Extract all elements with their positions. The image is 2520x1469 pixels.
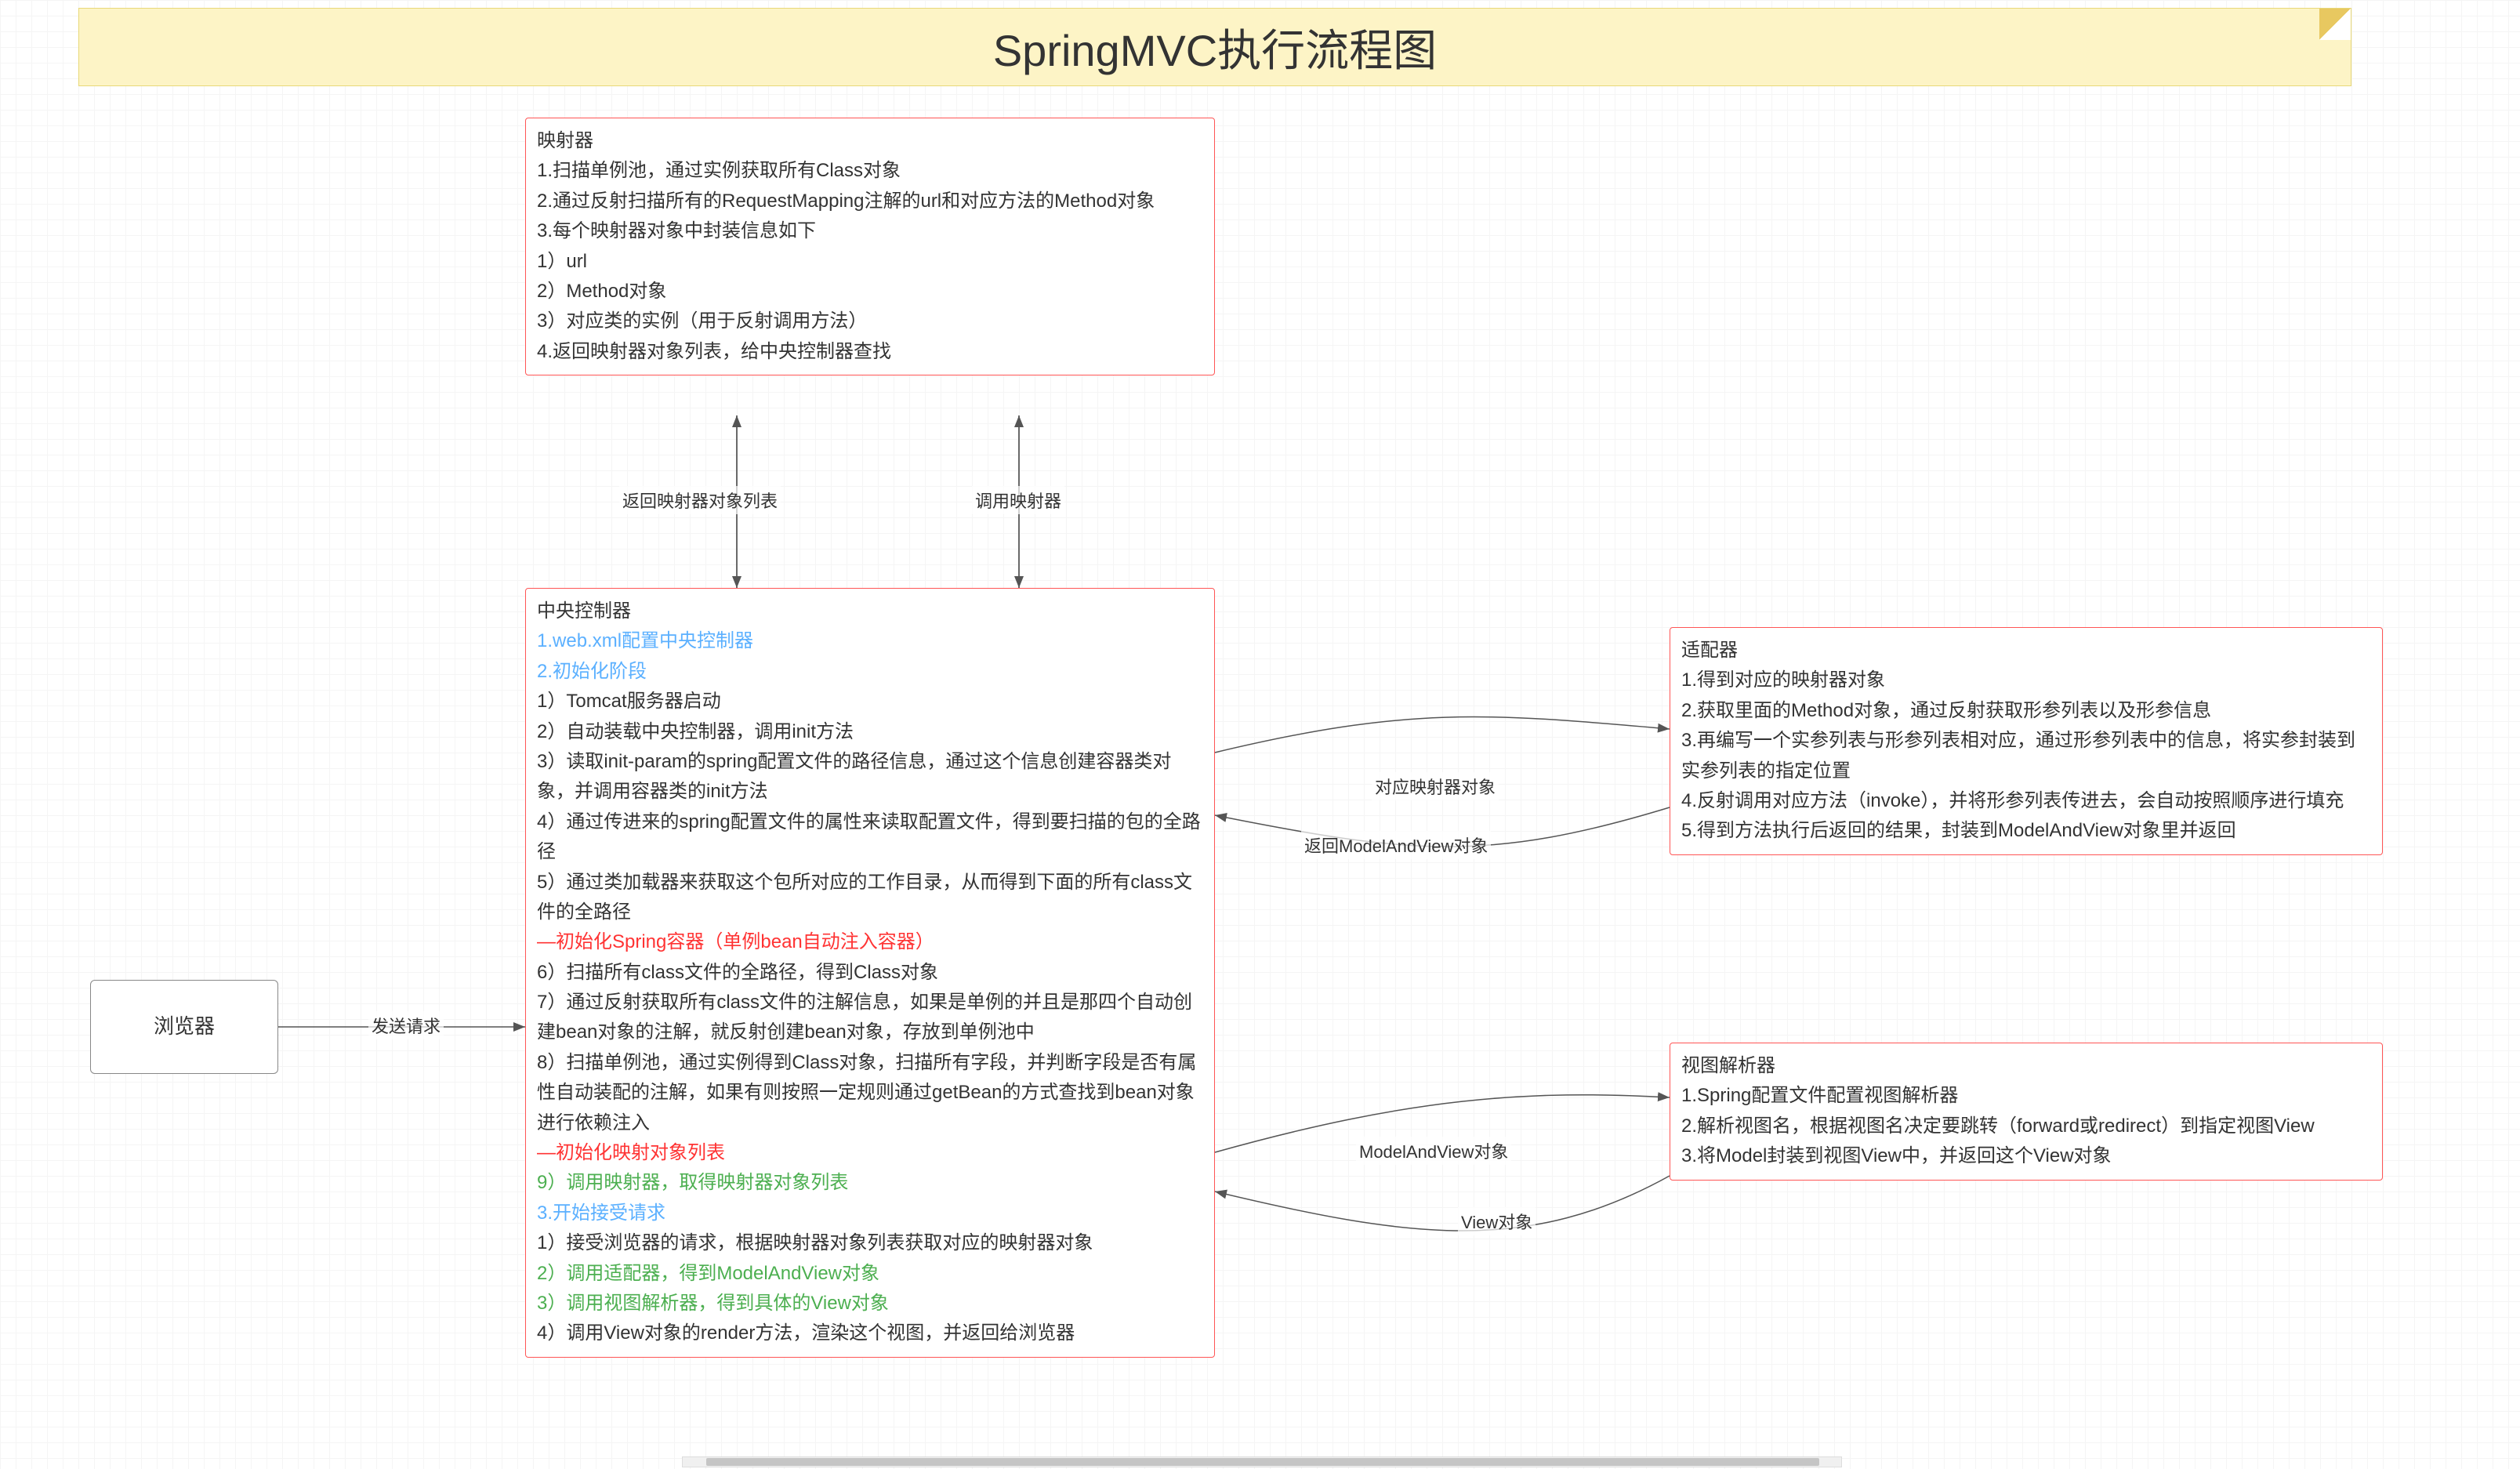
dispatcher-line: 7）通过反射获取所有class文件的注解信息，如果是单例的并且是那四个自动创建b… (537, 988, 1203, 1048)
node-adapter-title: 适配器 (1681, 636, 2371, 666)
scrollbar-thumb[interactable] (706, 1458, 1819, 1466)
node-mapper-line: 2）Method对象 (537, 277, 1203, 306)
adapter-line: 3.再编写一个实参列表与形参列表相对应，通过形参列表中的信息，将实参封装到实参列… (1681, 726, 2371, 786)
node-mapper: 映射器 1.扫描单例池，通过实例获取所有Class对象 2.通过反射扫描所有的R… (525, 118, 1215, 375)
dispatcher-line: —初始化映射对象列表 (537, 1138, 1203, 1168)
dispatcher-line: 2.初始化阶段 (537, 657, 1203, 687)
node-mapper-line: 2.通过反射扫描所有的RequestMapping注解的url和对应方法的Met… (537, 187, 1203, 216)
node-mapper-title: 映射器 (537, 126, 1203, 156)
edge-label: View对象 (1458, 1207, 1536, 1235)
dispatcher-line: 2）自动装载中央控制器，调用init方法 (537, 717, 1203, 747)
viewresolver-line: 2.解析视图名，根据视图名决定要跳转（forward或redirect）到指定视… (1681, 1112, 2371, 1141)
dispatcher-line: 4）通过传进来的spring配置文件的属性来读取配置文件，得到要扫描的包的全路径 (537, 807, 1203, 868)
dispatcher-line: 5）通过类加载器来获取这个包所对应的工作目录，从而得到下面的所有class文件的… (537, 868, 1203, 928)
adapter-line: 1.得到对应的映射器对象 (1681, 666, 2371, 695)
edge-label: 返回ModelAndView对象 (1301, 831, 1491, 859)
viewresolver-line: 3.将Model封装到视图View中，并返回这个View对象 (1681, 1141, 2371, 1171)
dispatcher-line: 3）调用视图解析器，得到具体的View对象 (537, 1289, 1203, 1318)
viewresolver-line: 1.Spring配置文件配置视图解析器 (1681, 1081, 2371, 1111)
adapter-line: 4.反射调用对应方法（invoke），并将形参列表传进去，会自动按照顺序进行填充 (1681, 786, 2371, 816)
node-mapper-line: 1）url (537, 247, 1203, 277)
title-banner: SpringMVC执行流程图 (78, 8, 2351, 86)
node-adapter: 适配器 1.得到对应的映射器对象 2.获取里面的Method对象，通过反射获取形… (1670, 627, 2383, 855)
dispatcher-line: 3）读取init-param的spring配置文件的路径信息，通过这个信息创建容… (537, 747, 1203, 807)
edge-label: 调用映射器 (972, 486, 1064, 514)
adapter-line: 5.得到方法执行后返回的结果，封装到ModelAndView对象里并返回 (1681, 816, 2371, 846)
node-mapper-line: 3.每个映射器对象中封装信息如下 (537, 216, 1203, 246)
dispatcher-line: 4）调用View对象的render方法，渲染这个视图，并返回给浏览器 (537, 1318, 1203, 1348)
node-mapper-line: 4.返回映射器对象列表，给中央控制器查找 (537, 337, 1203, 367)
node-browser-label: 浏览器 (154, 1010, 215, 1043)
adapter-line: 2.获取里面的Method对象，通过反射获取形参列表以及形参信息 (1681, 696, 2371, 726)
edge-label: ModelAndView对象 (1356, 1137, 1511, 1165)
dispatcher-line: 9）调用映射器，取得映射器对象列表 (537, 1168, 1203, 1198)
diagram-title: SpringMVC执行流程图 (993, 16, 1437, 79)
horizontal-scrollbar[interactable] (682, 1456, 1842, 1467)
node-viewresolver-title: 视图解析器 (1681, 1051, 2371, 1081)
dispatcher-line: 1）接受浏览器的请求，根据映射器对象列表获取对应的映射器对象 (537, 1228, 1203, 1258)
node-browser: 浏览器 (90, 980, 278, 1074)
dispatcher-line: 1.web.xml配置中央控制器 (537, 626, 1203, 656)
dispatcher-line: 1）Tomcat服务器启动 (537, 687, 1203, 716)
edge-label: 发送请求 (368, 1011, 444, 1039)
node-dispatcher: 中央控制器 1.web.xml配置中央控制器 2.初始化阶段 1）Tomcat服… (525, 588, 1215, 1358)
dispatcher-line: —初始化Spring容器（单例bean自动注入容器） (537, 927, 1203, 957)
edge-label: 返回映射器对象列表 (619, 486, 781, 514)
node-dispatcher-title: 中央控制器 (537, 597, 1203, 626)
node-viewresolver: 视图解析器 1.Spring配置文件配置视图解析器 2.解析视图名，根据视图名决… (1670, 1043, 2383, 1181)
node-mapper-line: 1.扫描单例池，通过实例获取所有Class对象 (537, 156, 1203, 186)
node-mapper-line: 3）对应类的实例（用于反射调用方法） (537, 306, 1203, 336)
dispatcher-line: 6）扫描所有class文件的全路径，得到Class对象 (537, 958, 1203, 988)
edge-label: 对应映射器对象 (1372, 772, 1499, 800)
dispatcher-line: 2）调用适配器，得到ModelAndView对象 (537, 1259, 1203, 1289)
dispatcher-line: 8）扫描单例池，通过实例得到Class对象，扫描所有字段，并判断字段是否有属性自… (537, 1048, 1203, 1138)
dispatcher-line: 3.开始接受请求 (537, 1199, 1203, 1228)
